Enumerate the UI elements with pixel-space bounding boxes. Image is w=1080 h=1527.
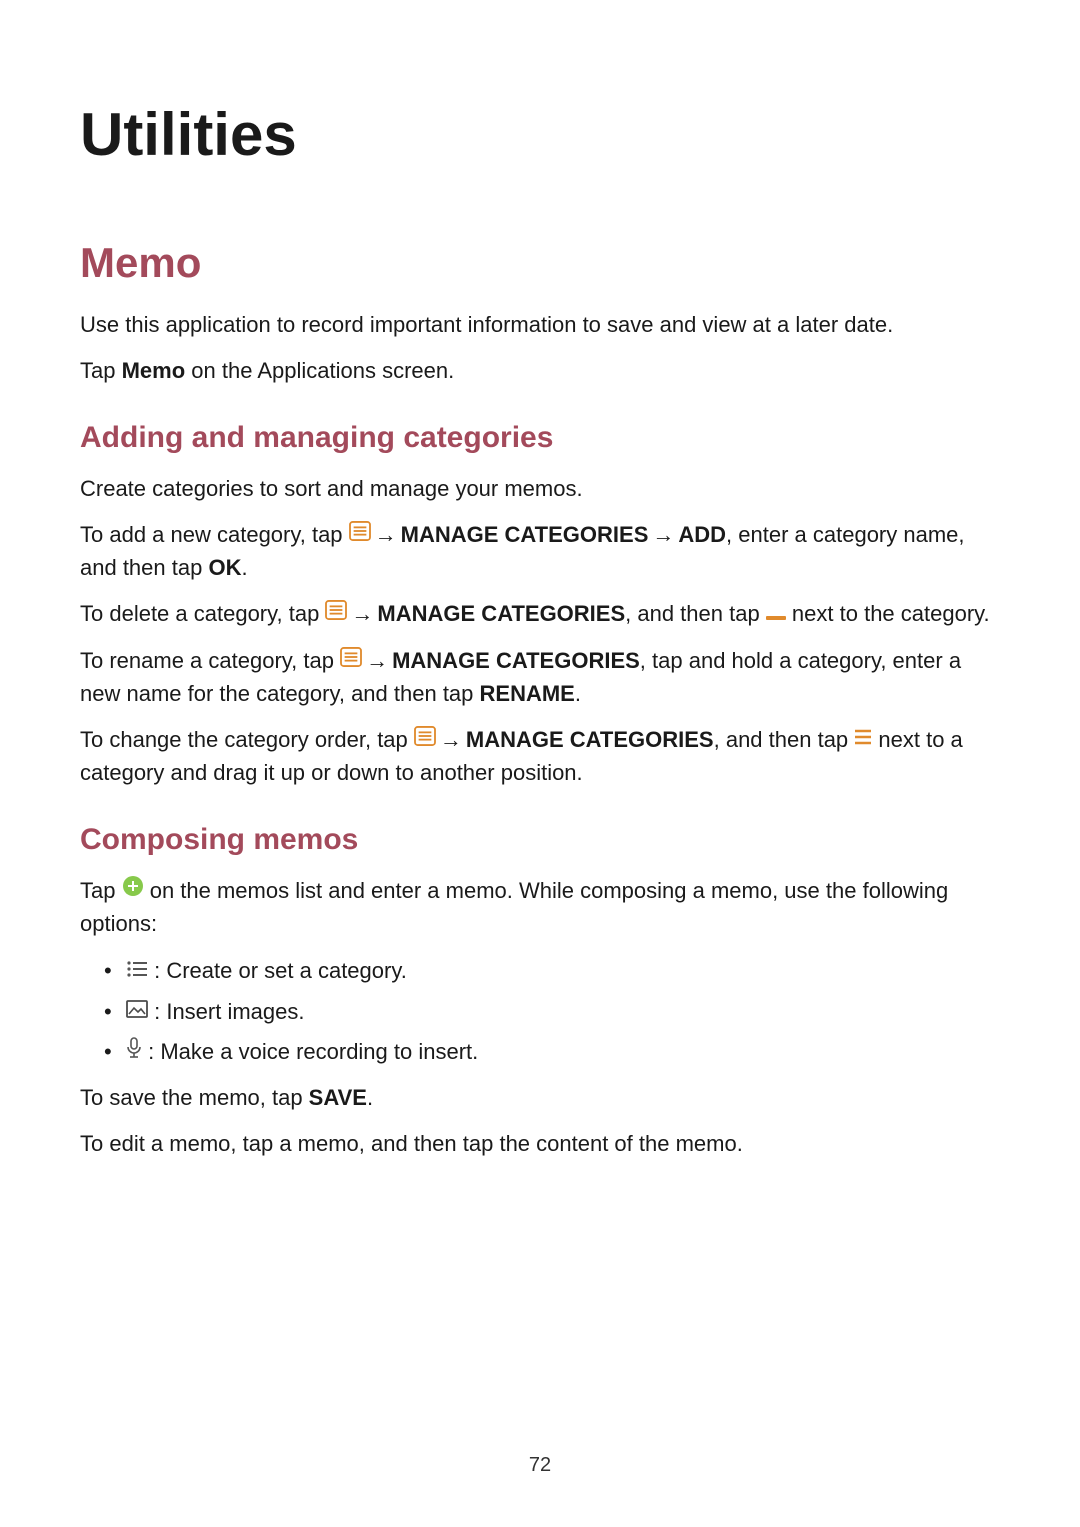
- arrow: →: [347, 598, 377, 630]
- page: Utilities Memo Use this application to r…: [0, 0, 1080, 1527]
- menu-icon: [349, 518, 371, 550]
- mic-icon: [126, 1035, 142, 1068]
- label: MANAGE CATEGORIES: [392, 648, 640, 673]
- menu-icon: [340, 644, 362, 676]
- arrow: →: [436, 724, 466, 756]
- text: To delete a category, tap: [80, 601, 325, 626]
- option-category: : Create or set a category.: [104, 954, 1000, 989]
- memo-tap-line: Tap Memo on the Applications screen.: [80, 355, 1000, 387]
- drag-handle-icon: [854, 723, 872, 755]
- label: ADD: [678, 522, 726, 547]
- text: , and then tap: [625, 601, 766, 626]
- text: on the memos list and enter a memo. Whil…: [80, 878, 948, 936]
- memo-tap-bold: Memo: [122, 358, 186, 383]
- text: Tap: [80, 878, 122, 903]
- text: To add a new category, tap: [80, 522, 349, 547]
- label: MANAGE CATEGORIES: [401, 522, 649, 547]
- text: : Create or set a category.: [148, 958, 407, 983]
- arrow: →: [648, 519, 678, 551]
- text: , and then tap: [714, 727, 855, 752]
- minus-icon: [766, 597, 786, 629]
- image-icon: [126, 994, 148, 1027]
- memo-intro: Use this application to record important…: [80, 309, 1000, 341]
- label: MANAGE CATEGORIES: [377, 601, 625, 626]
- composing-edit: To edit a memo, tap a memo, and then tap…: [80, 1128, 1000, 1160]
- page-number: 72: [0, 1454, 1080, 1477]
- section-memo-title: Memo: [80, 239, 1000, 287]
- text: To save the memo, tap: [80, 1085, 309, 1110]
- text: To rename a category, tap: [80, 648, 340, 673]
- categories-reorder: To change the category order, tap → MANA…: [80, 724, 1000, 789]
- list-icon: [126, 954, 148, 987]
- composing-intro: Tap on the memos list and enter a memo. …: [80, 875, 1000, 940]
- plus-circle-icon: [122, 874, 144, 906]
- arrow: →: [362, 645, 392, 677]
- text: : Make a voice recording to insert.: [142, 1039, 478, 1064]
- option-image: : Insert images.: [104, 995, 1000, 1030]
- section-categories-title: Adding and managing categories: [80, 421, 1000, 455]
- text: .: [367, 1085, 373, 1110]
- composing-options-list: : Create or set a category. : Insert ima…: [80, 954, 1000, 1070]
- memo-tap-prefix: Tap: [80, 358, 122, 383]
- label: MANAGE CATEGORIES: [466, 727, 714, 752]
- option-voice: : Make a voice recording to insert.: [104, 1035, 1000, 1070]
- label: SAVE: [309, 1085, 367, 1110]
- text: : Insert images.: [148, 999, 305, 1024]
- categories-rename: To rename a category, tap → MANAGE CATEG…: [80, 645, 1000, 710]
- section-composing-title: Composing memos: [80, 823, 1000, 857]
- arrow: →: [371, 519, 401, 551]
- label: RENAME: [480, 681, 575, 706]
- text: .: [241, 555, 247, 580]
- label: OK: [208, 555, 241, 580]
- menu-icon: [325, 597, 347, 629]
- page-title: Utilities: [80, 100, 1000, 169]
- text: To change the category order, tap: [80, 727, 414, 752]
- memo-tap-suffix: on the Applications screen.: [185, 358, 454, 383]
- text: next to the category.: [786, 601, 990, 626]
- composing-save: To save the memo, tap SAVE.: [80, 1082, 1000, 1114]
- menu-icon: [414, 723, 436, 755]
- categories-intro: Create categories to sort and manage you…: [80, 473, 1000, 505]
- categories-delete: To delete a category, tap → MANAGE CATEG…: [80, 598, 1000, 631]
- text: .: [575, 681, 581, 706]
- categories-add: To add a new category, tap → MANAGE CATE…: [80, 519, 1000, 584]
